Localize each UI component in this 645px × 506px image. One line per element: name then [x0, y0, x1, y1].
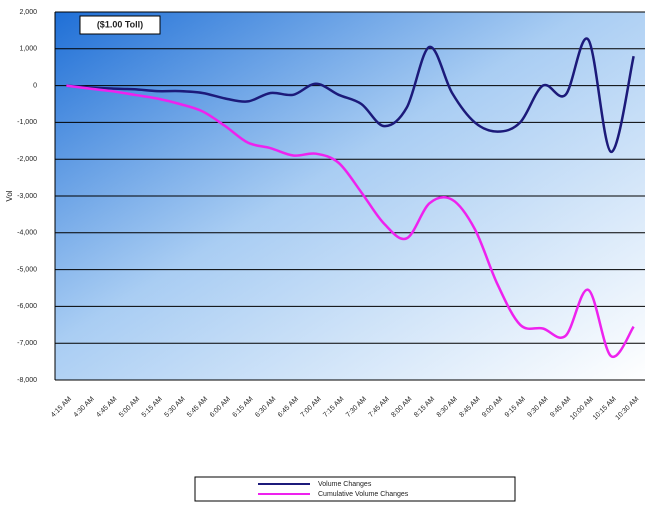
x-tick-label: 7:00 AM	[300, 396, 323, 419]
x-tick-label: 7:45 AM	[368, 396, 391, 419]
x-tick-label: 6:30 AM	[254, 396, 277, 419]
annotation-box	[79, 15, 161, 35]
x-tick-label: 6:45 AM	[277, 396, 300, 419]
x-tick-label: 8:45 AM	[458, 396, 481, 419]
x-tick-label: 6:00 AM	[209, 396, 232, 419]
x-tick-label: 4:45 AM	[95, 396, 118, 419]
x-tick-label: 9:45 AM	[549, 396, 572, 419]
y-tick-label: -3,000	[17, 193, 37, 200]
x-tick-label: 6:15 AM	[231, 396, 254, 419]
x-tick-label: 8:30 AM	[436, 396, 459, 419]
y-tick-label: -1,000	[17, 119, 37, 126]
y-tick-label: 2,000	[19, 9, 37, 16]
series-line	[66, 37, 635, 154]
x-tick-label: 5:00 AM	[118, 396, 141, 419]
y-tick-label: -7,000	[17, 340, 37, 347]
x-tick-label: 10:30 AM	[615, 396, 641, 422]
legend	[194, 476, 516, 502]
x-tick-label: 9:30 AM	[526, 396, 549, 419]
x-tick-label: 5:30 AM	[163, 396, 186, 419]
y-tick-label: -6,000	[17, 303, 37, 310]
y-tick-label: -5,000	[17, 266, 37, 273]
annotation: ($1.00 Toll)	[97, 19, 143, 29]
x-tick-label: 5:15 AM	[141, 396, 164, 419]
x-tick-label: 9:15 AM	[504, 396, 527, 419]
x-tick-label: 5:45 AM	[186, 396, 209, 419]
x-tick-label: 8:15 AM	[413, 396, 436, 419]
x-tick-label: 7:30 AM	[345, 396, 368, 419]
legend-label: Volume Changes	[318, 481, 372, 488]
y-tick-label: -4,000	[17, 230, 37, 237]
x-tick-label: 4:15 AM	[50, 396, 73, 419]
legend-label: Cumulative Volume Changes	[318, 491, 409, 498]
x-tick-label: 8:00 AM	[390, 396, 413, 419]
y-tick-label: 1,000	[19, 46, 37, 53]
y-tick-label: 0	[33, 82, 37, 89]
series-line	[66, 84, 635, 359]
y-tick-label: -8,000	[17, 377, 37, 384]
y-axis-label: Vol	[5, 190, 14, 201]
x-tick-label: 9:00 AM	[481, 396, 504, 419]
x-tick-label: 10:15 AM	[592, 396, 618, 422]
x-tick-label: 7:15 AM	[322, 396, 345, 419]
x-tick-label: 10:00 AM	[569, 396, 595, 422]
y-tick-label: -2,000	[17, 156, 37, 163]
x-tick-label: 4:30 AM	[73, 396, 96, 419]
